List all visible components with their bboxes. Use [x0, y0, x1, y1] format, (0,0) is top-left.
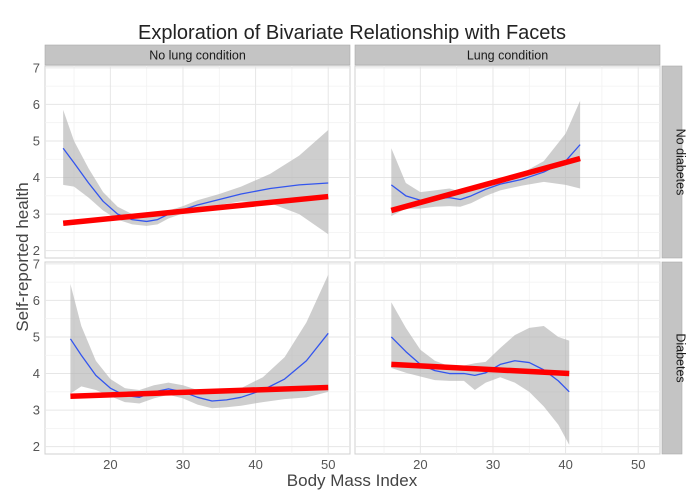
strip-bg-no-diabetes: [661, 65, 683, 259]
x-tick-label: 50: [631, 457, 645, 472]
smooth-line: [62, 147, 329, 223]
y-tick-label: 7: [33, 256, 40, 271]
row-strip-no-diabetes: No diabetes: [674, 129, 688, 196]
strip-bg-lung-condition: [354, 44, 661, 66]
panel-lung-condition-no-diabetes: [354, 65, 661, 259]
y-tick-label: 2: [33, 439, 40, 454]
column-strip-lung-condition: Lung condition: [467, 49, 548, 63]
x-tick-label: 20: [103, 457, 117, 472]
confidence-band: [70, 274, 329, 409]
y-tick-label: 6: [33, 97, 40, 112]
strip-bg-no-lung-condition: [44, 44, 351, 66]
y-tick-label: 3: [33, 207, 40, 222]
linear-fit-line: [390, 155, 581, 214]
panel-no-lung-condition-diabetes: 2 3 4 5 6 7 20 30 40 50: [33, 256, 351, 472]
x-tick-label: 30: [486, 457, 500, 472]
y-tick-label: 2: [33, 243, 40, 258]
y-tick-label: 4: [33, 170, 40, 185]
y-tick-label: 5: [33, 329, 40, 344]
x-axis-title: Body Mass Index: [287, 471, 418, 490]
x-tick-label: 50: [321, 457, 335, 472]
y-tick-label: 5: [33, 133, 40, 148]
y-axis-title: Self-reported health: [13, 182, 32, 331]
panel-lung-condition-diabetes: 20 30 40 50: [354, 261, 661, 472]
facet-grid: No lung condition Lung condition No diabet…: [33, 44, 688, 472]
x-tick-label: 20: [413, 457, 427, 472]
strip-bg-diabetes: [661, 261, 683, 455]
row-strip-diabetes: Diabetes: [674, 333, 688, 382]
x-tick-label: 30: [176, 457, 190, 472]
y-tick-label: 6: [33, 293, 40, 308]
linear-fit-line: [70, 384, 329, 399]
linear-fit-line: [62, 193, 329, 226]
panel-no-lung-condition-no-diabetes: 2 3 4 5 6 7: [33, 60, 351, 259]
panel-background: [354, 65, 661, 259]
y-tick-label: 4: [33, 366, 40, 381]
linear-fit-line: [391, 361, 570, 377]
x-tick-label: 40: [248, 457, 262, 472]
y-tick-label: 3: [33, 403, 40, 418]
y-tick-label: 7: [33, 60, 40, 75]
chart-title: Exploration of Bivariate Relationship wi…: [138, 22, 566, 44]
x-tick-label: 40: [558, 457, 572, 472]
column-strip-no-lung-condition: No lung condition: [149, 49, 246, 63]
